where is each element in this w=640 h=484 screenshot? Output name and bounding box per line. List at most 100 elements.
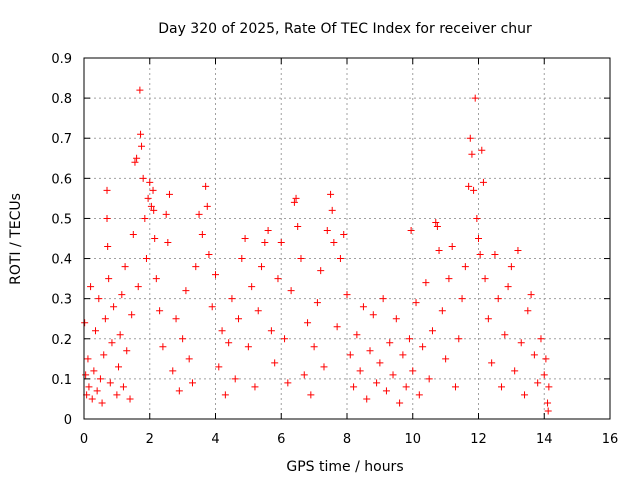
data-point (103, 214, 111, 222)
data-point (261, 239, 269, 247)
data-point (192, 263, 200, 271)
data-point (544, 399, 552, 407)
data-point (330, 239, 338, 247)
data-point (254, 307, 262, 315)
y-tick-label: 0.3 (51, 293, 72, 308)
y-tick-label: 0.5 (51, 212, 72, 227)
data-point (205, 251, 213, 259)
data-point (139, 174, 147, 182)
grid (84, 58, 610, 419)
data-point (317, 267, 325, 275)
data-point (356, 367, 364, 375)
data-point (432, 218, 440, 226)
data-point (215, 363, 223, 371)
data-point (389, 371, 397, 379)
data-point (470, 186, 478, 194)
data-point (392, 315, 400, 323)
chart-title: Day 320 of 2025, Rate Of TEC Index for r… (158, 21, 532, 37)
y-axis-label: ROTI / TECUs (8, 193, 24, 285)
data-point (116, 331, 124, 339)
data-point (517, 339, 525, 347)
y-tick-label: 0.8 (51, 92, 72, 107)
data-point (101, 315, 109, 323)
data-point (353, 331, 361, 339)
data-point (271, 359, 279, 367)
data-point (152, 275, 160, 283)
data-point (95, 295, 103, 303)
data-point (478, 146, 486, 154)
data-point (241, 235, 249, 242)
data-point (435, 247, 443, 255)
data-point (498, 383, 506, 391)
y-tick-label: 0 (64, 413, 72, 428)
data-point (412, 299, 420, 307)
data-point (133, 154, 141, 162)
data-point (156, 307, 164, 315)
data-point (405, 335, 413, 343)
data-point (212, 271, 219, 279)
data-point (481, 275, 489, 283)
data-point (422, 279, 430, 287)
x-tick-label: 0 (80, 432, 88, 447)
data-point (458, 295, 466, 303)
data-point (235, 315, 243, 323)
data-point (336, 255, 344, 263)
data-point (484, 315, 492, 323)
data-point (521, 391, 529, 399)
data-point (407, 226, 415, 234)
data-point (274, 275, 282, 283)
data-point (129, 230, 137, 238)
data-point (264, 226, 272, 234)
data-point (343, 291, 351, 299)
data-point (323, 226, 331, 234)
data-point (504, 283, 512, 291)
x-axis-label: GPS time / hours (286, 459, 403, 475)
data-point (81, 319, 89, 327)
data-point (87, 283, 95, 291)
data-point (290, 198, 298, 206)
x-tick-label: 2 (146, 432, 154, 447)
data-point (328, 206, 336, 214)
data-point (258, 263, 266, 271)
data-point (244, 343, 252, 351)
data-point (147, 202, 155, 210)
data-point (188, 379, 196, 387)
data-points (81, 86, 553, 415)
data-point (514, 247, 522, 255)
y-tick-label: 0.1 (51, 373, 72, 388)
data-point (473, 214, 481, 222)
data-point (202, 182, 210, 190)
data-point (333, 323, 341, 331)
data-point (121, 263, 129, 271)
data-point (402, 383, 410, 391)
data-point (172, 315, 180, 323)
data-point (85, 383, 93, 391)
data-point (203, 202, 211, 210)
data-point (507, 263, 515, 271)
y-tick-label: 0.6 (51, 172, 72, 187)
data-point (82, 371, 90, 379)
data-point (100, 351, 108, 359)
data-point (300, 371, 308, 379)
data-point (534, 379, 542, 387)
data-point (131, 158, 139, 166)
x-tick-label: 6 (277, 432, 285, 447)
data-point (150, 206, 158, 214)
data-point (248, 283, 256, 291)
data-point (442, 355, 450, 363)
data-point (93, 387, 101, 395)
data-point (340, 230, 348, 238)
data-point (198, 230, 206, 238)
data-point (501, 331, 509, 339)
data-point (465, 182, 473, 190)
data-point (359, 303, 367, 311)
data-point (425, 375, 433, 383)
data-point (225, 339, 233, 347)
data-point (106, 379, 114, 387)
data-point (185, 355, 193, 363)
data-point (409, 367, 417, 375)
data-point (307, 391, 315, 399)
data-point (438, 307, 446, 315)
